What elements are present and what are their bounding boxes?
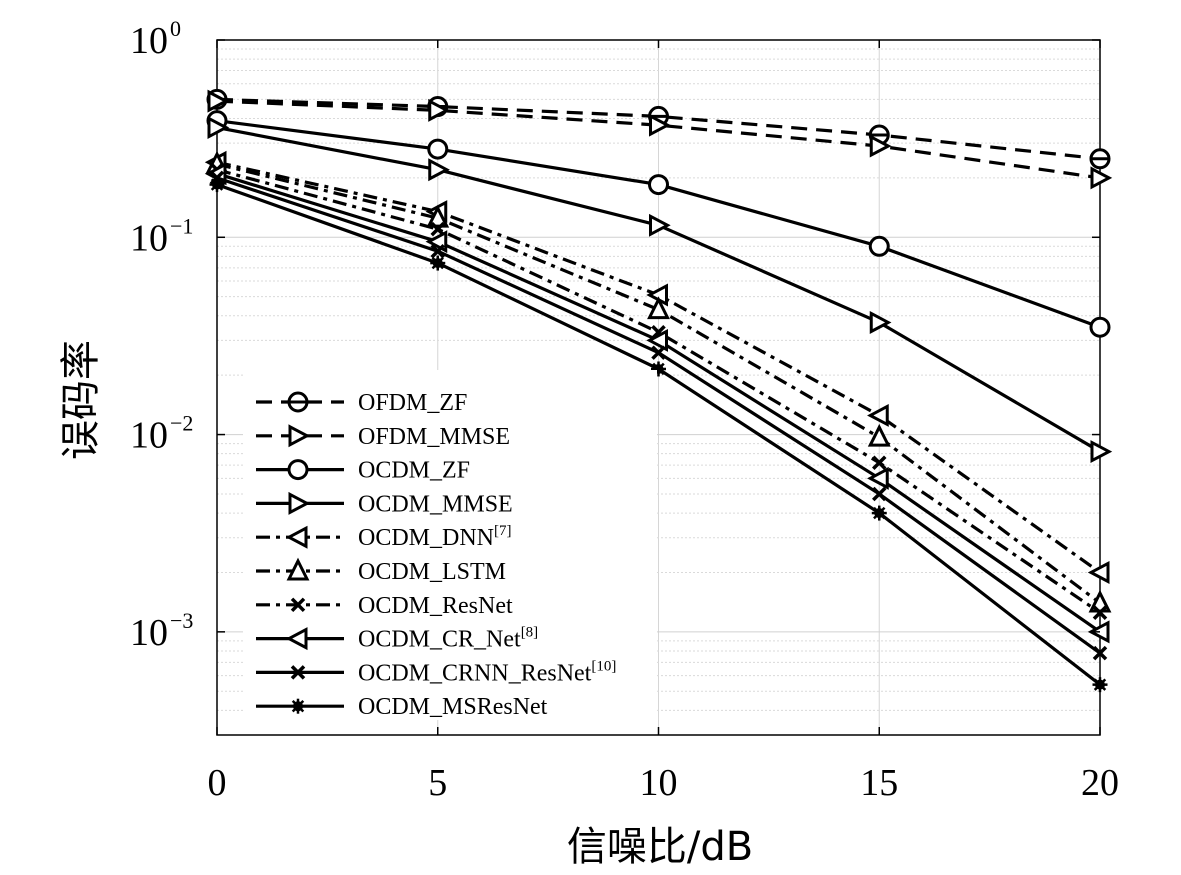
legend-label: OCDM_CR_Net[8]	[358, 625, 538, 653]
legend-label: OCDM_ResNet	[358, 593, 513, 619]
data-point	[869, 134, 892, 158]
data-point	[430, 243, 445, 259]
series-layer	[204, 88, 1113, 693]
data-point	[872, 455, 887, 470]
legend-item-ocdm-crnn-resnet: OCDM_CRNN_ResNet[10]	[256, 658, 616, 686]
data-point	[868, 235, 890, 257]
y-tick-label: 10	[130, 217, 168, 259]
data-point	[1092, 677, 1108, 693]
legend-label: OCDM_LSTM	[358, 559, 506, 585]
data-point	[646, 328, 668, 352]
legend-item-ofdm-mmse: OFDM_MMSE	[256, 424, 510, 450]
data-point	[209, 177, 225, 193]
legend-item-ocdm-msresnet: OCDM_MSResNet	[256, 694, 548, 720]
legend-swatch-marker	[286, 557, 310, 581]
y-tick-exponent: 0	[170, 16, 181, 41]
series-ocdm-msresnet	[209, 177, 1108, 693]
data-point	[426, 204, 450, 228]
legend-label: OFDM_ZF	[358, 390, 467, 416]
data-point	[651, 345, 666, 360]
y-tick-label: 10	[130, 20, 168, 62]
series-line	[216, 99, 1101, 180]
data-point	[649, 113, 671, 137]
legend-label: OCDM_ZF	[358, 458, 470, 484]
data-point	[647, 296, 670, 320]
x-tick-label: 10	[640, 762, 678, 804]
legend-label: OCDM_DNN[7]	[358, 523, 512, 551]
data-point	[871, 505, 887, 521]
legend-swatch-marker	[287, 459, 309, 481]
x-axis-label: 信噪比/dB	[567, 824, 753, 870]
legend-item-ofdm-zf: OFDM_ZF	[256, 390, 467, 416]
x-tick-label: 20	[1081, 762, 1119, 804]
data-point	[867, 466, 889, 490]
y-tick-exponent: −3	[170, 608, 193, 633]
series-ocdm-mmse	[207, 116, 1113, 464]
y-tick-label: 10	[130, 612, 168, 654]
data-point	[207, 116, 230, 140]
data-point	[1089, 148, 1111, 170]
data-point	[1090, 440, 1113, 464]
legend-item-ocdm-lstm: OCDM_LSTM	[256, 557, 506, 585]
data-point	[1089, 316, 1111, 338]
legend-label: OCDM_MMSE	[358, 491, 513, 517]
data-point	[430, 255, 446, 271]
series-ocdm-cr-net	[204, 162, 1110, 644]
data-point	[428, 158, 450, 182]
y-tick-label: 10	[130, 415, 168, 457]
data-point	[649, 213, 671, 237]
x-tick-label: 5	[428, 762, 447, 804]
data-point	[1092, 605, 1108, 620]
data-point	[869, 310, 892, 334]
legend-swatch-marker	[285, 627, 308, 651]
data-point	[1087, 560, 1110, 584]
legend-label: OCDM_MSResNet	[358, 694, 548, 720]
data-point	[867, 423, 891, 447]
data-point	[207, 89, 230, 113]
y-tick-exponent: −1	[170, 213, 193, 238]
legend-swatch-marker	[288, 491, 311, 515]
data-point	[867, 403, 889, 427]
legend-item-ocdm-mmse: OCDM_MMSE	[256, 491, 513, 517]
legend-item-ocdm-dnn: OCDM_DNN[7]	[256, 523, 512, 551]
data-point	[428, 98, 450, 122]
data-point	[648, 174, 669, 196]
legend-item-ocdm-resnet: OCDM_ResNet	[256, 593, 513, 619]
x-axis-ticks: 0 5 10 15 20	[208, 40, 1119, 804]
data-point	[872, 486, 887, 502]
x-tick-label: 0	[208, 762, 227, 804]
legend-swatch-marker	[285, 525, 308, 549]
y-tick-exponent: −2	[170, 411, 193, 436]
series-ofdm-mmse	[207, 89, 1113, 190]
series-line	[216, 97, 1101, 161]
data-point	[427, 138, 449, 160]
series-ocdm-dnn	[204, 150, 1110, 584]
legend-swatch-marker	[287, 391, 309, 413]
data-point	[1090, 166, 1113, 190]
series-line	[216, 162, 1101, 605]
y-axis-label: 误码率	[58, 340, 104, 460]
x-tick-label: 15	[860, 762, 898, 804]
legend-label: OFDM_MMSE	[358, 424, 510, 450]
legend-swatch-marker	[290, 597, 306, 613]
legend-swatch-marker	[290, 698, 306, 714]
legend-swatch-marker	[288, 424, 311, 448]
data-point	[1092, 645, 1108, 661]
legend: OFDM_ZF OFDM_MMSE OCDM_ZF OCDM_MMSE OCDM_DNN…	[243, 370, 657, 720]
legend-label: OCDM_CRNN_ResNet[10]	[358, 658, 616, 686]
legend-item-ocdm-zf: OCDM_ZF	[256, 458, 470, 484]
series-ocdm-zf	[206, 110, 1111, 338]
legend-box	[243, 370, 657, 720]
legend-swatch-marker	[290, 665, 306, 680]
legend-item-ocdm-cr-net: OCDM_CR_Net[8]	[256, 625, 538, 653]
